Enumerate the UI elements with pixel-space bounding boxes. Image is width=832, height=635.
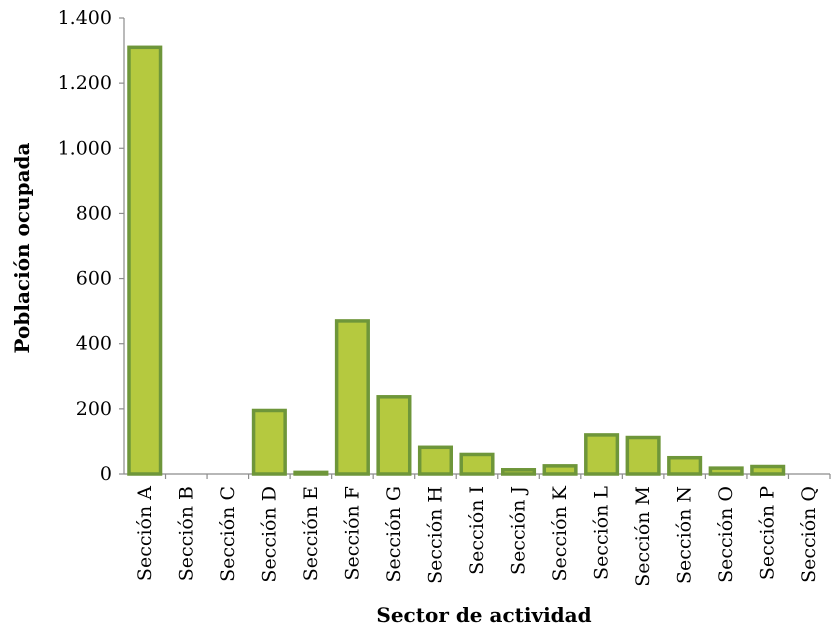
x-axis: Sección A Sección B Sección C Sección D Secc… [124, 473, 831, 587]
bar [459, 452, 495, 476]
bar [127, 45, 163, 476]
x-tick-label: Sección E [300, 486, 322, 581]
bar [500, 468, 537, 476]
bar [750, 464, 786, 476]
x-tick-label: Sección F [341, 486, 363, 581]
x-tick-label: Sección M [632, 486, 654, 587]
x-tick-label: Sección K [549, 485, 571, 581]
x-tick-label: Sección G [383, 486, 405, 583]
y-tick-label: 400 [76, 333, 112, 355]
x-tick-label: Sección P [757, 486, 779, 580]
x-tick-label: Sección I [466, 486, 488, 575]
x-tick-label: Sección Q [798, 486, 820, 583]
bar [708, 466, 744, 476]
y-axis: 0 200 400 600 800 1.000 1.200 1.400 [58, 7, 125, 485]
bar [293, 470, 329, 476]
x-tick-label: Sección H [424, 486, 446, 584]
bars [127, 45, 786, 476]
bar [334, 319, 370, 476]
bar [376, 395, 412, 476]
x-axis-title: Sector de actividad [376, 603, 591, 627]
x-tick-label: Sección D [258, 486, 280, 583]
y-tick-label: 800 [76, 202, 112, 224]
x-tick-label: Sección A [134, 486, 156, 581]
y-axis-title: Población ocupada [10, 142, 34, 353]
bar [542, 464, 578, 476]
x-tick-label: Sección J [508, 486, 530, 575]
bar [667, 455, 703, 476]
y-tick-label: 1.400 [58, 7, 112, 29]
x-tick-label: Sección B [175, 486, 197, 581]
y-tick-label: 1.000 [58, 137, 112, 159]
bar [251, 408, 287, 476]
bar [584, 433, 620, 476]
x-tick-label: Sección C [217, 486, 239, 582]
x-tick-label: Sección O [715, 486, 737, 583]
y-tick-label: 200 [76, 398, 112, 420]
y-tick-label: 1.200 [58, 72, 112, 94]
y-tick-label: 0 [100, 463, 112, 485]
bar [417, 445, 454, 476]
y-tick-label: 600 [76, 268, 112, 290]
bar [625, 435, 661, 476]
x-tick-label: Sección N [674, 486, 696, 584]
x-tick-label: Sección L [591, 486, 613, 580]
